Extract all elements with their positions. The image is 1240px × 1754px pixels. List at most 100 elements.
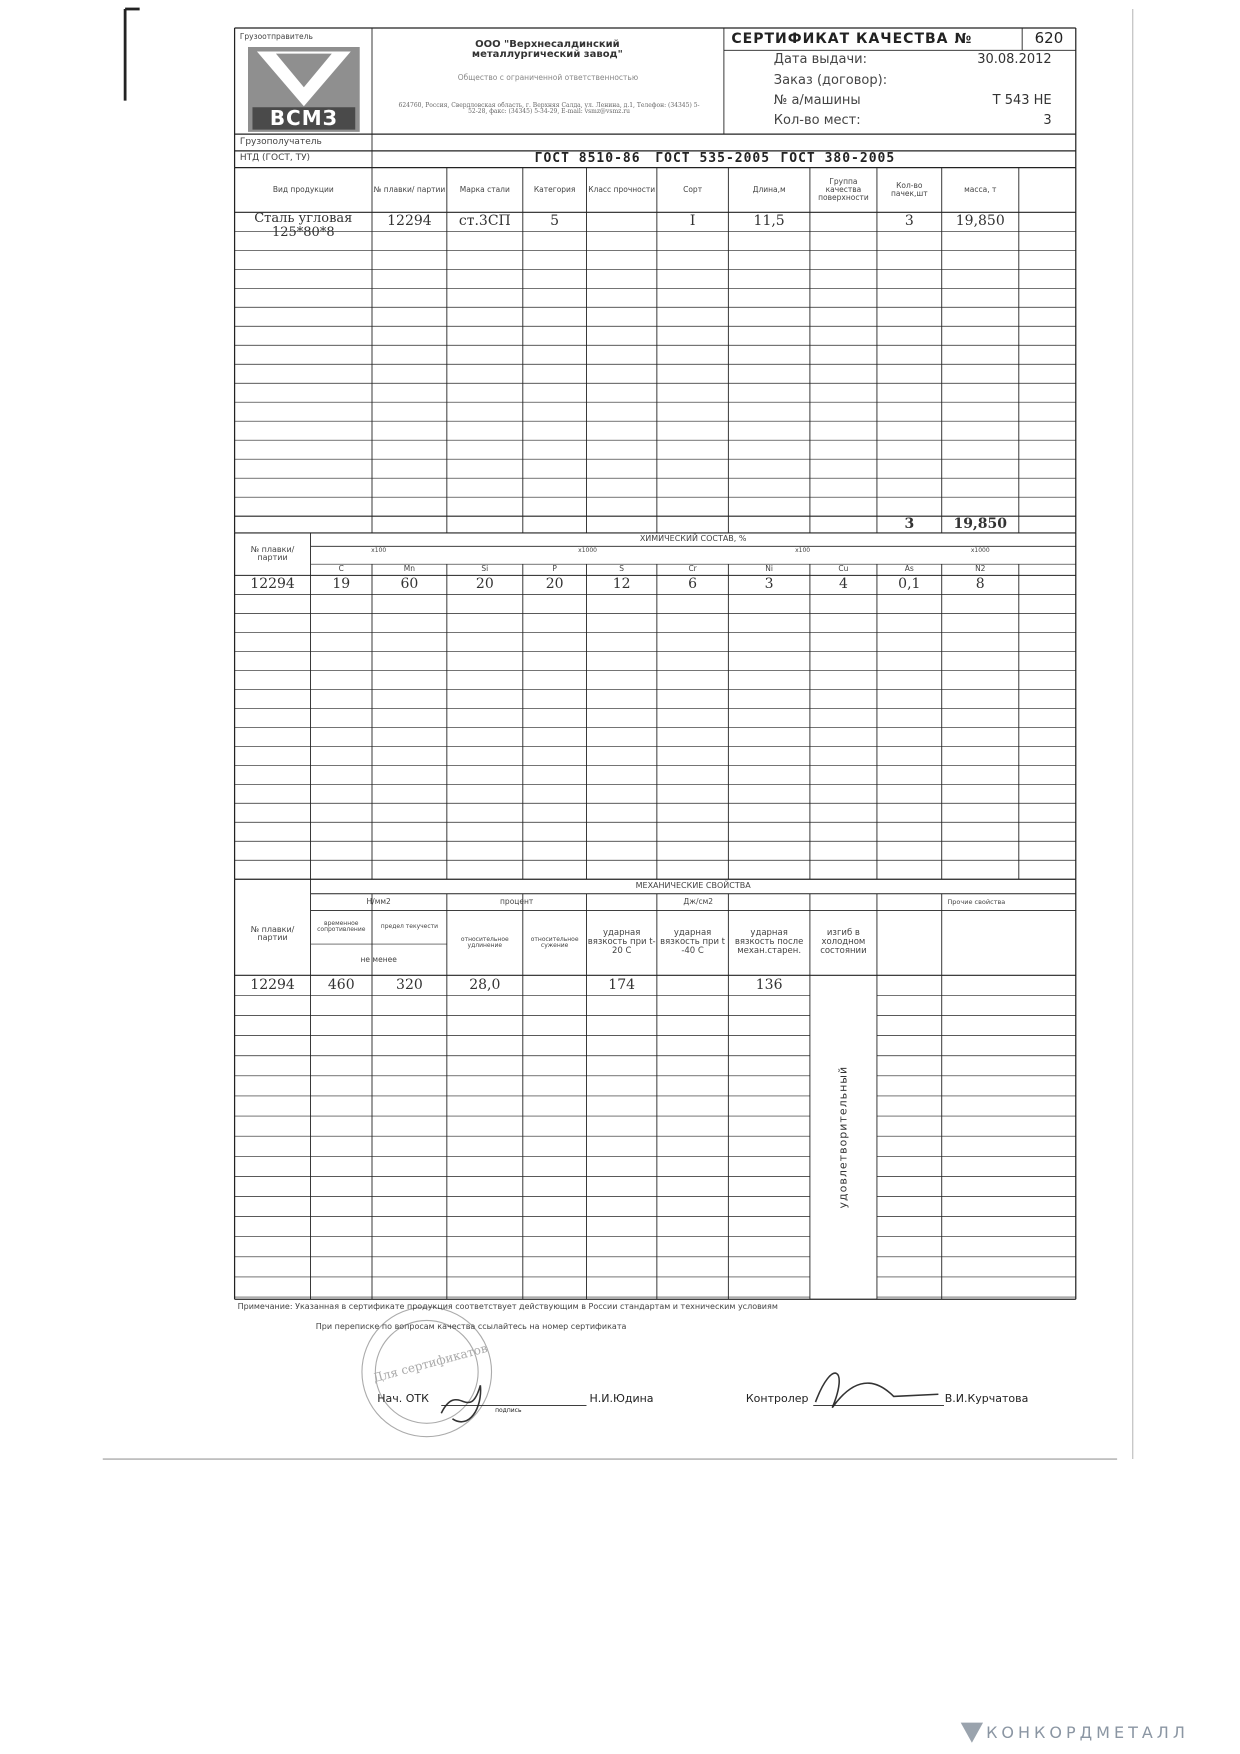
chemistry-value: 4 <box>838 576 848 593</box>
footer-note: Примечание: Указанная в сертификате прод… <box>237 1301 778 1311</box>
company-address: 624760, Россия, Свердловская область, г.… <box>398 102 700 116</box>
standards-label: НТД (ГОСТ, ТУ) <box>239 153 311 164</box>
mechanics-title: МЕХАНИЧЕСКИЕ СВОЙСТВА <box>635 881 751 891</box>
company-name: ООО "Верхнесалдинский металлургический з… <box>471 38 623 61</box>
mechanics-value: 28,0 <box>469 976 501 993</box>
footer-correspondence: При переписке по вопросам качества ссыла… <box>315 1321 627 1331</box>
chemistry-value: 0,1 <box>898 576 921 593</box>
mechanics-other-label: Прочие свойства <box>947 897 1006 906</box>
certificate-field-value: 30.08.2012 <box>977 52 1052 68</box>
mechanics-heat-label: № плавки/ партии <box>250 924 295 942</box>
chemistry-value: 3 <box>764 576 774 593</box>
chemistry-heat: 12294 <box>250 576 295 593</box>
products-total-mass: 19,850 <box>953 516 1008 533</box>
mechanics-column-header: ударная вязкость при t-20 C <box>587 928 656 957</box>
mechanics-group: Дж/см2 <box>683 897 714 907</box>
mechanics-value: 174 <box>608 976 636 993</box>
products-column-header: Длина,м <box>752 184 786 194</box>
mechanics-column-header: относительное удлинение <box>460 935 509 949</box>
chemistry-value: 20 <box>475 576 494 593</box>
mechanics-value: 136 <box>755 976 783 993</box>
chemistry-element: N2 <box>975 564 986 574</box>
mechanics-heat: 12294 <box>250 976 295 993</box>
standard-value: ГОСТ 535-2005 <box>655 151 771 167</box>
logo-text: ВСМЗ <box>269 107 338 130</box>
products-column-header: масса, т <box>964 184 997 194</box>
chemistry-element: Cu <box>838 564 849 574</box>
chemistry-value: 12 <box>612 576 631 593</box>
otk-label: Нач. ОТК <box>377 1392 429 1406</box>
products-cell: 3 <box>904 213 914 230</box>
controller-label: Контролер <box>745 1392 809 1406</box>
chemistry-element: Mn <box>403 564 416 574</box>
products-cell: Сталь угловая 125*80*8 <box>254 212 353 240</box>
chemistry-element: Cr <box>688 564 697 574</box>
certificate-field-label: Заказ (договор): <box>773 72 888 88</box>
products-column-header: Марка стали <box>459 184 510 194</box>
standard-value: ГОСТ 380-2005 <box>780 151 896 167</box>
mechanics-column-header: предел текучести <box>380 923 439 931</box>
mechanics-column-header: ударная вязкость при t -40 C <box>660 928 725 957</box>
products-cell: ст.3СП <box>458 213 511 230</box>
chemistry-heat-label: № плавки/ партии <box>250 544 295 563</box>
chemistry-element: C <box>338 564 344 574</box>
mechanics-min-label: не менее <box>360 954 397 964</box>
mechanics-value: 320 <box>396 976 423 993</box>
certificate-title: СЕРТИФИКАТ КАЧЕСТВА № <box>731 30 973 47</box>
company-form: Общество с ограниченной ответственностью <box>457 73 639 83</box>
mechanics-group: процент <box>500 897 534 907</box>
chemistry-element: Si <box>481 564 489 574</box>
certificate-number: 620 <box>1034 29 1064 48</box>
chemistry-element: As <box>904 564 914 574</box>
logo-v-inner <box>275 53 332 88</box>
chemistry-element: P <box>552 564 557 574</box>
chemistry-element: S <box>619 564 625 574</box>
products-column-header: Класс прочности <box>588 184 656 194</box>
products-column-header: Кол-во пачек,шт <box>890 181 928 198</box>
products-cell: 11,5 <box>753 213 785 230</box>
products-column-header: № плавки/ партии <box>373 184 446 194</box>
products-cell: 12294 <box>387 213 432 230</box>
chemistry-multiplier: x1000 <box>970 547 990 555</box>
products-column-header: Вид продукции <box>272 184 334 194</box>
controller-name: В.И.Курчатова <box>944 1392 1029 1406</box>
certificate-field-label: Дата выдачи: <box>773 52 867 68</box>
mechanics-column-header: ударная вязкость после механ.старен. <box>734 928 804 957</box>
products-cell: 5 <box>550 213 560 230</box>
products-total-packs: 3 <box>904 516 915 533</box>
mechanics-column-header: относительное сужение <box>530 935 579 949</box>
signature-label: подпись <box>495 1407 522 1415</box>
watermark: КОНКОРДМЕТАЛЛ <box>986 1723 1189 1743</box>
products-cell: 19,850 <box>955 213 1005 230</box>
consignee-label: Грузополучатель <box>239 136 322 147</box>
chemistry-element: Ni <box>765 564 773 574</box>
mechanics-group: Н/мм2 <box>366 897 391 907</box>
chemistry-value: 20 <box>545 576 564 593</box>
certificate-field-label: Кол-во мест: <box>773 112 861 128</box>
chemistry-value: 60 <box>400 576 419 593</box>
chemistry-value: 6 <box>688 576 698 593</box>
chemistry-multiplier: x100 <box>795 547 811 555</box>
certificate-field-value: 3 <box>1043 112 1052 128</box>
shipper-label: Грузоотправитель <box>239 32 313 42</box>
certificate-field-label: № а/машины <box>773 92 861 108</box>
products-column-header: Категория <box>533 184 576 194</box>
chemistry-value: 19 <box>332 576 351 593</box>
mechanics-column-header: изгиб в холодном состоянии <box>820 928 867 957</box>
standard-value: ГОСТ 8510-86 <box>534 151 641 167</box>
otk-name: Н.И.Юдина <box>589 1392 654 1406</box>
certificate-field-value: Т 543 НЕ <box>992 92 1052 108</box>
chemistry-value: 8 <box>975 576 985 593</box>
chemistry-title: ХИМИЧЕСКИЙ СОСТАВ, % <box>639 534 747 544</box>
mechanics-bend: удовлетворительный <box>836 1065 850 1209</box>
products-column-header: Сорт <box>683 184 703 194</box>
mechanics-column-header: временное сопротивление <box>317 919 366 934</box>
products-column-header: Группа качества поверхности <box>818 177 869 202</box>
mechanics-value: 460 <box>327 976 355 993</box>
chemistry-multiplier: x1000 <box>578 547 597 555</box>
products-cell: I <box>689 213 696 230</box>
logo-bar <box>252 107 356 130</box>
chemistry-multiplier: x100 <box>371 547 387 555</box>
